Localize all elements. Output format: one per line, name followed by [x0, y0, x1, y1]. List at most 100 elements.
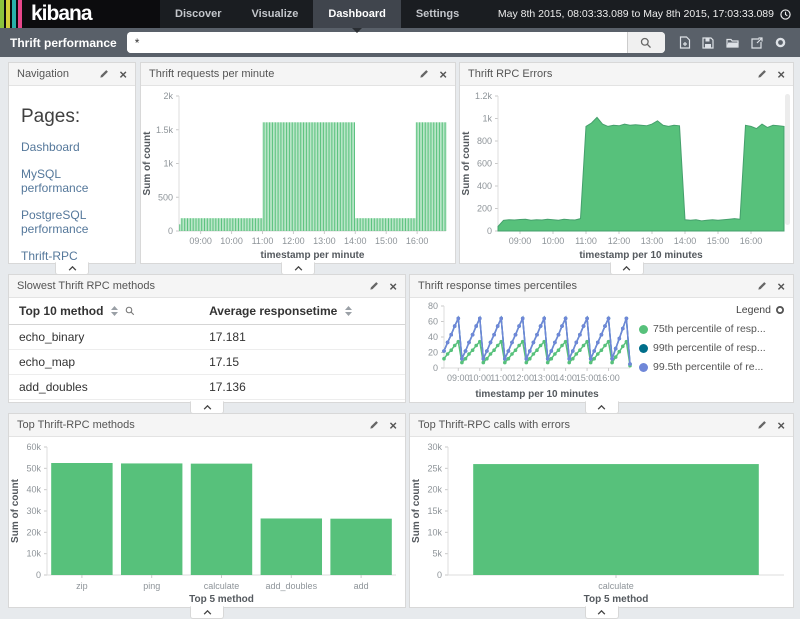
svg-text:09:00: 09:00	[189, 236, 212, 246]
panel-navigation: Navigation × Pages: Dashboard MySQL perf…	[8, 62, 136, 264]
svg-text:09:00: 09:00	[509, 236, 532, 246]
svg-text:timestamp per 10 minutes: timestamp per 10 minutes	[579, 250, 703, 261]
column-header-responsetime[interactable]: Average responsetime	[199, 298, 405, 325]
pages-heading: Pages:	[21, 106, 123, 128]
close-panel-icon[interactable]: ×	[119, 68, 127, 81]
close-panel-icon[interactable]: ×	[777, 68, 785, 81]
legend-item-99th[interactable]: 99th percentile of resp...	[639, 342, 785, 354]
svg-text:Sum of count: Sum of count	[142, 131, 153, 196]
edit-panel-icon[interactable]	[369, 420, 379, 430]
svg-text:15:00: 15:00	[375, 236, 398, 246]
edit-panel-icon[interactable]	[757, 69, 767, 79]
column-search-icon	[125, 306, 135, 316]
load-dashboard-icon[interactable]	[726, 37, 740, 48]
svg-text:0: 0	[437, 570, 442, 580]
top-methods-bar-chart[interactable]: 010k20k30k40k50k60kzippingcalculateadd_d…	[9, 437, 405, 607]
svg-text:add_doubles: add_doubles	[266, 581, 318, 591]
panel-title: Top Thrift-RPC methods	[17, 419, 369, 431]
svg-text:11:00: 11:00	[490, 373, 512, 383]
kibana-logo[interactable]: kibana	[0, 0, 160, 28]
svg-text:20: 20	[428, 348, 438, 358]
svg-text:timestamp per minute: timestamp per minute	[261, 250, 365, 261]
new-dashboard-icon[interactable]	[679, 36, 691, 49]
nav-link-mysql[interactable]: MySQL performance	[21, 167, 123, 195]
svg-text:14:00: 14:00	[674, 236, 697, 246]
close-panel-icon[interactable]: ×	[389, 280, 397, 293]
edit-panel-icon[interactable]	[369, 281, 379, 291]
sort-icon	[111, 306, 118, 316]
top-navbar: kibana Discover Visualize Dashboard Sett…	[0, 0, 800, 28]
close-panel-icon[interactable]: ×	[389, 419, 397, 432]
nav-link-postgresql[interactable]: PostgreSQL performance	[21, 208, 123, 236]
table-row: echo_map17.15	[9, 350, 405, 375]
svg-text:zip: zip	[76, 581, 88, 591]
svg-text:500: 500	[158, 192, 173, 202]
svg-text:0: 0	[168, 226, 173, 236]
svg-text:400: 400	[477, 181, 492, 191]
svg-text:60: 60	[428, 317, 438, 327]
legend-item-99-5th[interactable]: 99.5th percentile of re...	[639, 361, 785, 373]
panel-thrift-requests-per-minute: Thrift requests per minute × 05001k1.5k2…	[140, 62, 456, 264]
percentiles-line-chart[interactable]: 02040608009:0010:0011:0012:0013:0014:001…	[410, 298, 639, 402]
legend-toggle[interactable]: Legend	[639, 304, 785, 316]
svg-text:40k: 40k	[26, 485, 41, 495]
options-icon[interactable]	[775, 37, 786, 48]
svg-text:0: 0	[487, 226, 492, 236]
close-panel-icon[interactable]: ×	[439, 68, 447, 81]
panel-title: Thrift requests per minute	[149, 68, 419, 80]
collapse-panel-chevron[interactable]	[585, 401, 619, 414]
legend-item-75th[interactable]: 75th percentile of resp...	[639, 323, 785, 335]
svg-text:13:00: 13:00	[641, 236, 664, 246]
share-dashboard-icon[interactable]	[751, 37, 763, 49]
edit-panel-icon[interactable]	[757, 281, 767, 291]
svg-text:60k: 60k	[26, 442, 41, 452]
svg-text:30k: 30k	[26, 506, 41, 516]
tab-dashboard[interactable]: Dashboard	[313, 0, 400, 28]
requests-per-minute-bar-chart[interactable]: 05001k1.5k2k09:0010:0011:0012:0013:0014:…	[141, 86, 455, 263]
panel-scrollbar[interactable]	[785, 94, 790, 225]
tab-discover[interactable]: Discover	[160, 0, 236, 28]
edit-panel-icon[interactable]	[757, 420, 767, 430]
collapse-panel-chevron[interactable]	[585, 606, 619, 619]
close-panel-icon[interactable]: ×	[777, 280, 785, 293]
collapse-panel-chevron[interactable]	[190, 606, 224, 619]
svg-text:calculate: calculate	[598, 581, 634, 591]
column-header-method[interactable]: Top 10 method	[9, 298, 199, 325]
svg-text:ping: ping	[143, 581, 160, 591]
collapse-panel-chevron[interactable]	[281, 262, 315, 275]
nav-link-dashboard[interactable]: Dashboard	[21, 140, 123, 154]
query-bar: Thrift performance	[0, 28, 800, 57]
svg-text:10:00: 10:00	[469, 373, 492, 383]
svg-text:11:00: 11:00	[575, 236, 597, 246]
svg-text:09:00: 09:00	[447, 373, 470, 383]
svg-text:timestamp per 10 minutes: timestamp per 10 minutes	[475, 389, 599, 400]
rpc-errors-area-chart[interactable]: 02004006008001k1.2k09:0010:0011:0012:001…	[460, 86, 793, 263]
svg-text:1.5k: 1.5k	[156, 125, 174, 135]
svg-text:20k: 20k	[26, 527, 41, 537]
edit-panel-icon[interactable]	[99, 69, 109, 79]
search-button[interactable]	[627, 32, 665, 53]
query-input[interactable]	[127, 32, 627, 53]
tab-visualize[interactable]: Visualize	[236, 0, 313, 28]
svg-text:2k: 2k	[163, 91, 173, 101]
tab-settings[interactable]: Settings	[401, 0, 474, 28]
svg-text:add: add	[354, 581, 369, 591]
svg-text:80: 80	[428, 301, 438, 311]
nav-link-thrift-rpc[interactable]: Thrift-RPC performance	[21, 249, 123, 263]
svg-text:600: 600	[477, 159, 492, 169]
svg-text:14:00: 14:00	[554, 373, 577, 383]
collapse-panel-chevron[interactable]	[55, 262, 89, 275]
panel-thrift-response-times-percentiles: Thrift response times percentiles × 0204…	[409, 274, 794, 403]
collapse-panel-chevron[interactable]	[190, 401, 224, 414]
legend-dot-icon	[639, 325, 648, 334]
time-range-picker[interactable]: May 8th 2015, 08:03:33.089 to May 8th 20…	[498, 0, 800, 28]
close-panel-icon[interactable]: ×	[777, 419, 785, 432]
svg-text:16:00: 16:00	[597, 373, 620, 383]
edit-panel-icon[interactable]	[419, 69, 429, 79]
calls-with-errors-bar-chart[interactable]: 05k10k15k20k25k30kcalculateTop 5 methodS…	[410, 437, 793, 607]
svg-text:10k: 10k	[427, 527, 442, 537]
panel-title: Thrift RPC Errors	[468, 68, 757, 80]
panel-title: Thrift response times percentiles	[418, 280, 757, 292]
collapse-panel-chevron[interactable]	[610, 262, 644, 275]
save-dashboard-icon[interactable]	[702, 37, 714, 49]
